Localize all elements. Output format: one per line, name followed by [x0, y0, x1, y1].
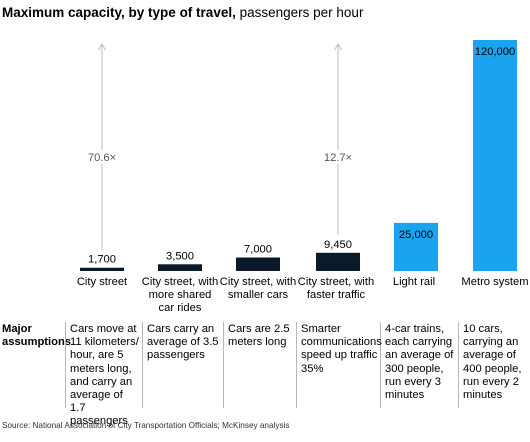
bar: [394, 222, 438, 271]
column-divider: [65, 322, 66, 408]
comparison-label: 12.7×: [324, 152, 352, 164]
comparison-label-bg: [320, 150, 356, 164]
column-divider: [223, 322, 224, 408]
assumptions-heading-text: Major assumptions: [2, 323, 72, 349]
chart-title: Maximum capacity, by type of travel, pas…: [2, 5, 363, 20]
column-divider: [142, 322, 143, 408]
bar-value-label: 1,700: [88, 254, 116, 266]
category-label: City street, with more shared car rides: [141, 276, 219, 314]
assumption-shared-rides: Cars carry an average of 3.5 passengers: [147, 323, 219, 362]
bar: [473, 40, 517, 271]
chart-title-unit: passengers per hour: [239, 5, 364, 20]
bar: [236, 257, 280, 271]
bar-value-label: 3,500: [166, 250, 194, 262]
category-label: Light rail: [392, 276, 436, 288]
assumption-city-street: Cars move at 11 kilometers/ hour, are 5 …: [70, 323, 139, 428]
assumption-faster-traffic: Smarter communications speed up traffic …: [301, 323, 382, 375]
bar-value-label: 7,000: [244, 244, 272, 256]
comparison-label: 70.6×: [88, 152, 116, 164]
source-note: Source: National Association of City Tra…: [2, 421, 290, 430]
column-divider: [458, 322, 459, 408]
comparison-arrowhead: [98, 43, 106, 51]
chart-title-bold: Maximum capacity, by type of travel,: [2, 5, 236, 20]
column-divider: [380, 322, 381, 408]
category-label: City street: [76, 276, 128, 288]
assumption-metro: 10 cars, carrying an average of 400 peop…: [463, 323, 522, 402]
bar-chart: 1,700 3,500 7,000 9,450 25,000 120,000 70.6× 12…: [80, 40, 517, 271]
comparison-arrowhead: [334, 43, 342, 51]
category-label: City street, with faster traffic: [297, 276, 375, 301]
category-label: City street, with smaller cars: [219, 276, 297, 301]
comparison-label-bg: [84, 150, 120, 164]
bar-value-label: 25,000: [399, 229, 433, 241]
bar-value-label: 120,000: [475, 46, 515, 58]
assumptions-heading: Major assumptions: [2, 323, 72, 349]
category-label: Metro system: [461, 276, 529, 288]
column-divider: [296, 322, 297, 408]
assumption-smaller-cars: Cars are 2.5 meters long: [228, 323, 290, 349]
bar: [80, 267, 124, 271]
assumption-light-rail: 4-car trains, each carrying an average o…: [385, 323, 454, 402]
bar: [158, 264, 202, 271]
bar-value-label: 9,450: [324, 239, 352, 251]
bar: [316, 252, 360, 271]
